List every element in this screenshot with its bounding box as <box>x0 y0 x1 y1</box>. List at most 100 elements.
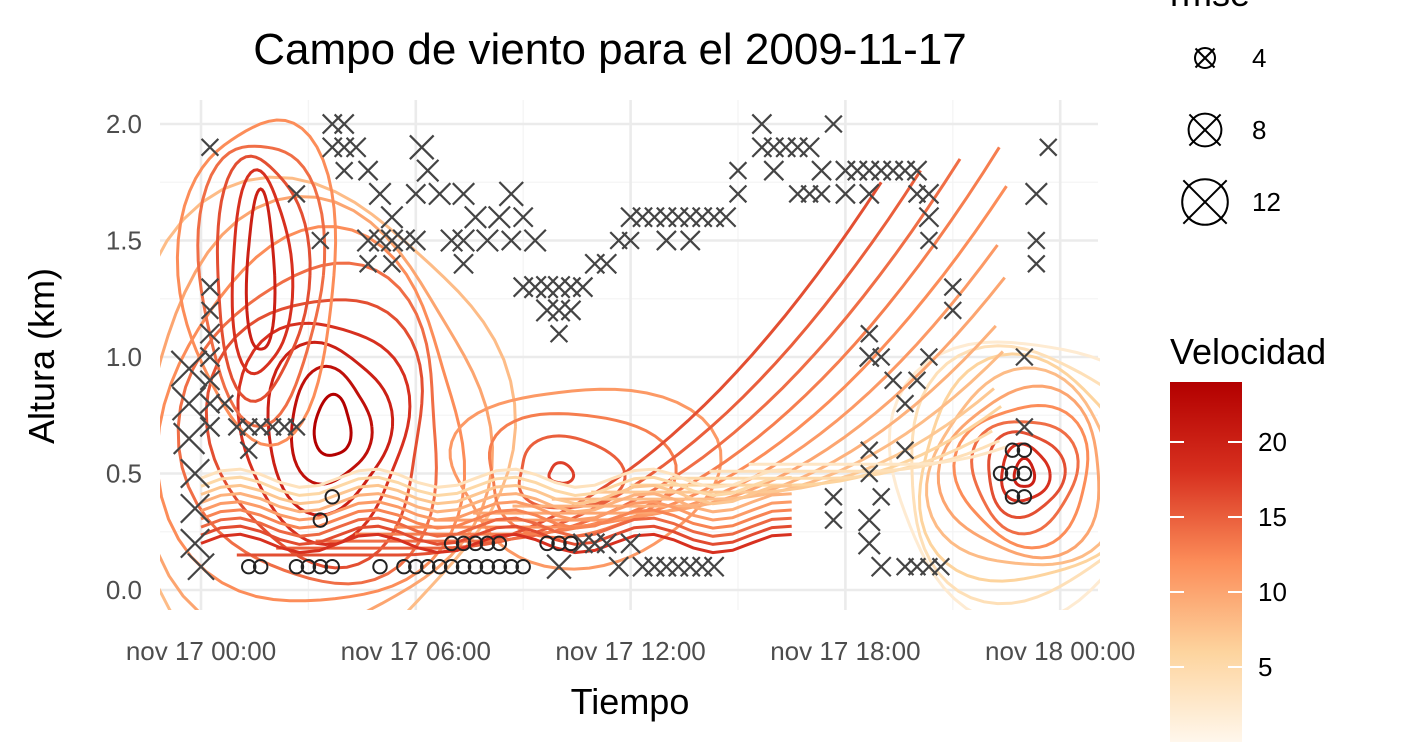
cross-point <box>239 441 258 460</box>
size-legend-label: 8 <box>1252 115 1266 145</box>
contour-line <box>1000 442 1052 503</box>
circle-point <box>455 535 472 552</box>
y-tick-label: 1.5 <box>106 226 142 256</box>
cross-point <box>487 205 511 229</box>
cross-point <box>357 160 379 181</box>
cross-point <box>440 228 464 253</box>
circle-point <box>443 535 460 552</box>
cross-point <box>1015 417 1034 437</box>
circle-point <box>1004 465 1021 482</box>
cross-point <box>453 253 474 275</box>
circle-point <box>467 535 484 552</box>
cross-point <box>895 394 915 413</box>
circle-point <box>1016 489 1033 505</box>
circle-point <box>491 558 508 575</box>
circle-points <box>241 442 1033 575</box>
cross-point <box>368 182 392 206</box>
cross-point <box>943 277 962 297</box>
cross-point <box>170 350 208 388</box>
colorbar <box>1170 382 1242 742</box>
cross-point <box>523 275 547 299</box>
x-tick-label: nov 17 00:00 <box>126 636 276 666</box>
cross-point <box>215 394 235 413</box>
cross-point <box>535 298 559 322</box>
cross-point <box>358 254 378 273</box>
contour-line <box>952 403 1090 550</box>
contour-line <box>200 508 792 530</box>
cross-point <box>452 182 476 206</box>
x-tick-label: nov 18 00:00 <box>985 636 1135 666</box>
circle-point <box>288 558 305 575</box>
cross-point <box>870 556 892 578</box>
cross-point <box>703 556 725 578</box>
cross-point <box>523 228 547 253</box>
cross-point <box>405 230 427 251</box>
cross-point <box>416 159 440 183</box>
x-tick-label: nov 17 12:00 <box>555 636 705 666</box>
cross-point <box>918 206 940 228</box>
cross-point <box>171 386 207 421</box>
cross-point <box>549 324 569 343</box>
cross-point <box>918 183 940 205</box>
contour-line <box>970 420 1080 536</box>
circle-point <box>563 535 579 552</box>
cross-point <box>596 253 618 275</box>
contour-line <box>200 475 792 498</box>
contour-line <box>200 524 792 546</box>
grid-major <box>160 100 1098 610</box>
circle-point <box>300 558 317 575</box>
cross-point <box>368 228 392 253</box>
contour-line <box>200 532 792 555</box>
cross-point <box>857 531 881 555</box>
cross-point <box>621 231 640 250</box>
cross-point <box>715 206 737 228</box>
cross-points <box>170 113 1058 581</box>
size-legend-key <box>1187 112 1223 148</box>
cross-point <box>463 205 487 229</box>
cross-point <box>943 301 962 320</box>
circle-point <box>1004 442 1021 458</box>
cross-point <box>287 184 306 204</box>
contour-lines <box>160 118 1100 610</box>
cross-point <box>799 136 820 158</box>
cross-point <box>728 161 748 180</box>
cross-point <box>835 183 856 205</box>
contour-line <box>160 225 467 603</box>
y-axis-title: Altura (km) <box>21 268 62 444</box>
circle-point <box>479 535 496 552</box>
circle-point <box>551 535 567 552</box>
cross-point <box>872 487 891 506</box>
circle-point <box>312 512 329 528</box>
circle-point <box>479 558 496 575</box>
circle-point <box>1016 465 1033 482</box>
circle-point <box>324 489 340 505</box>
contour-line <box>312 392 353 457</box>
size-legend-cross <box>1188 113 1222 147</box>
contour-line <box>160 175 517 610</box>
size-legend-cross <box>1182 179 1228 225</box>
cross-point <box>608 556 630 578</box>
cross-point <box>380 228 404 253</box>
colorbar-label: 5 <box>1258 652 1272 682</box>
contour-line <box>630 405 1002 487</box>
cross-point <box>656 230 677 251</box>
chart-title: Campo de viento para el 2009-11-17 <box>253 25 966 74</box>
cross-point <box>199 369 221 391</box>
cross-point <box>1024 182 1048 206</box>
cross-point <box>858 183 880 205</box>
cross-point <box>679 230 701 251</box>
cross-point <box>883 371 903 390</box>
circle-point <box>324 558 340 575</box>
cross-point <box>535 275 559 299</box>
contour-line <box>160 194 495 610</box>
circle-point <box>396 558 412 575</box>
cross-point <box>596 533 618 554</box>
contour-line <box>200 491 792 514</box>
size-legend-label: 12 <box>1252 187 1281 217</box>
cross-point <box>572 276 594 298</box>
contour-line <box>200 467 792 489</box>
size-legend-title: rmse <box>1170 0 1250 14</box>
cross-point <box>860 464 879 483</box>
contour-line <box>910 344 1100 606</box>
circle-point <box>992 465 1009 482</box>
